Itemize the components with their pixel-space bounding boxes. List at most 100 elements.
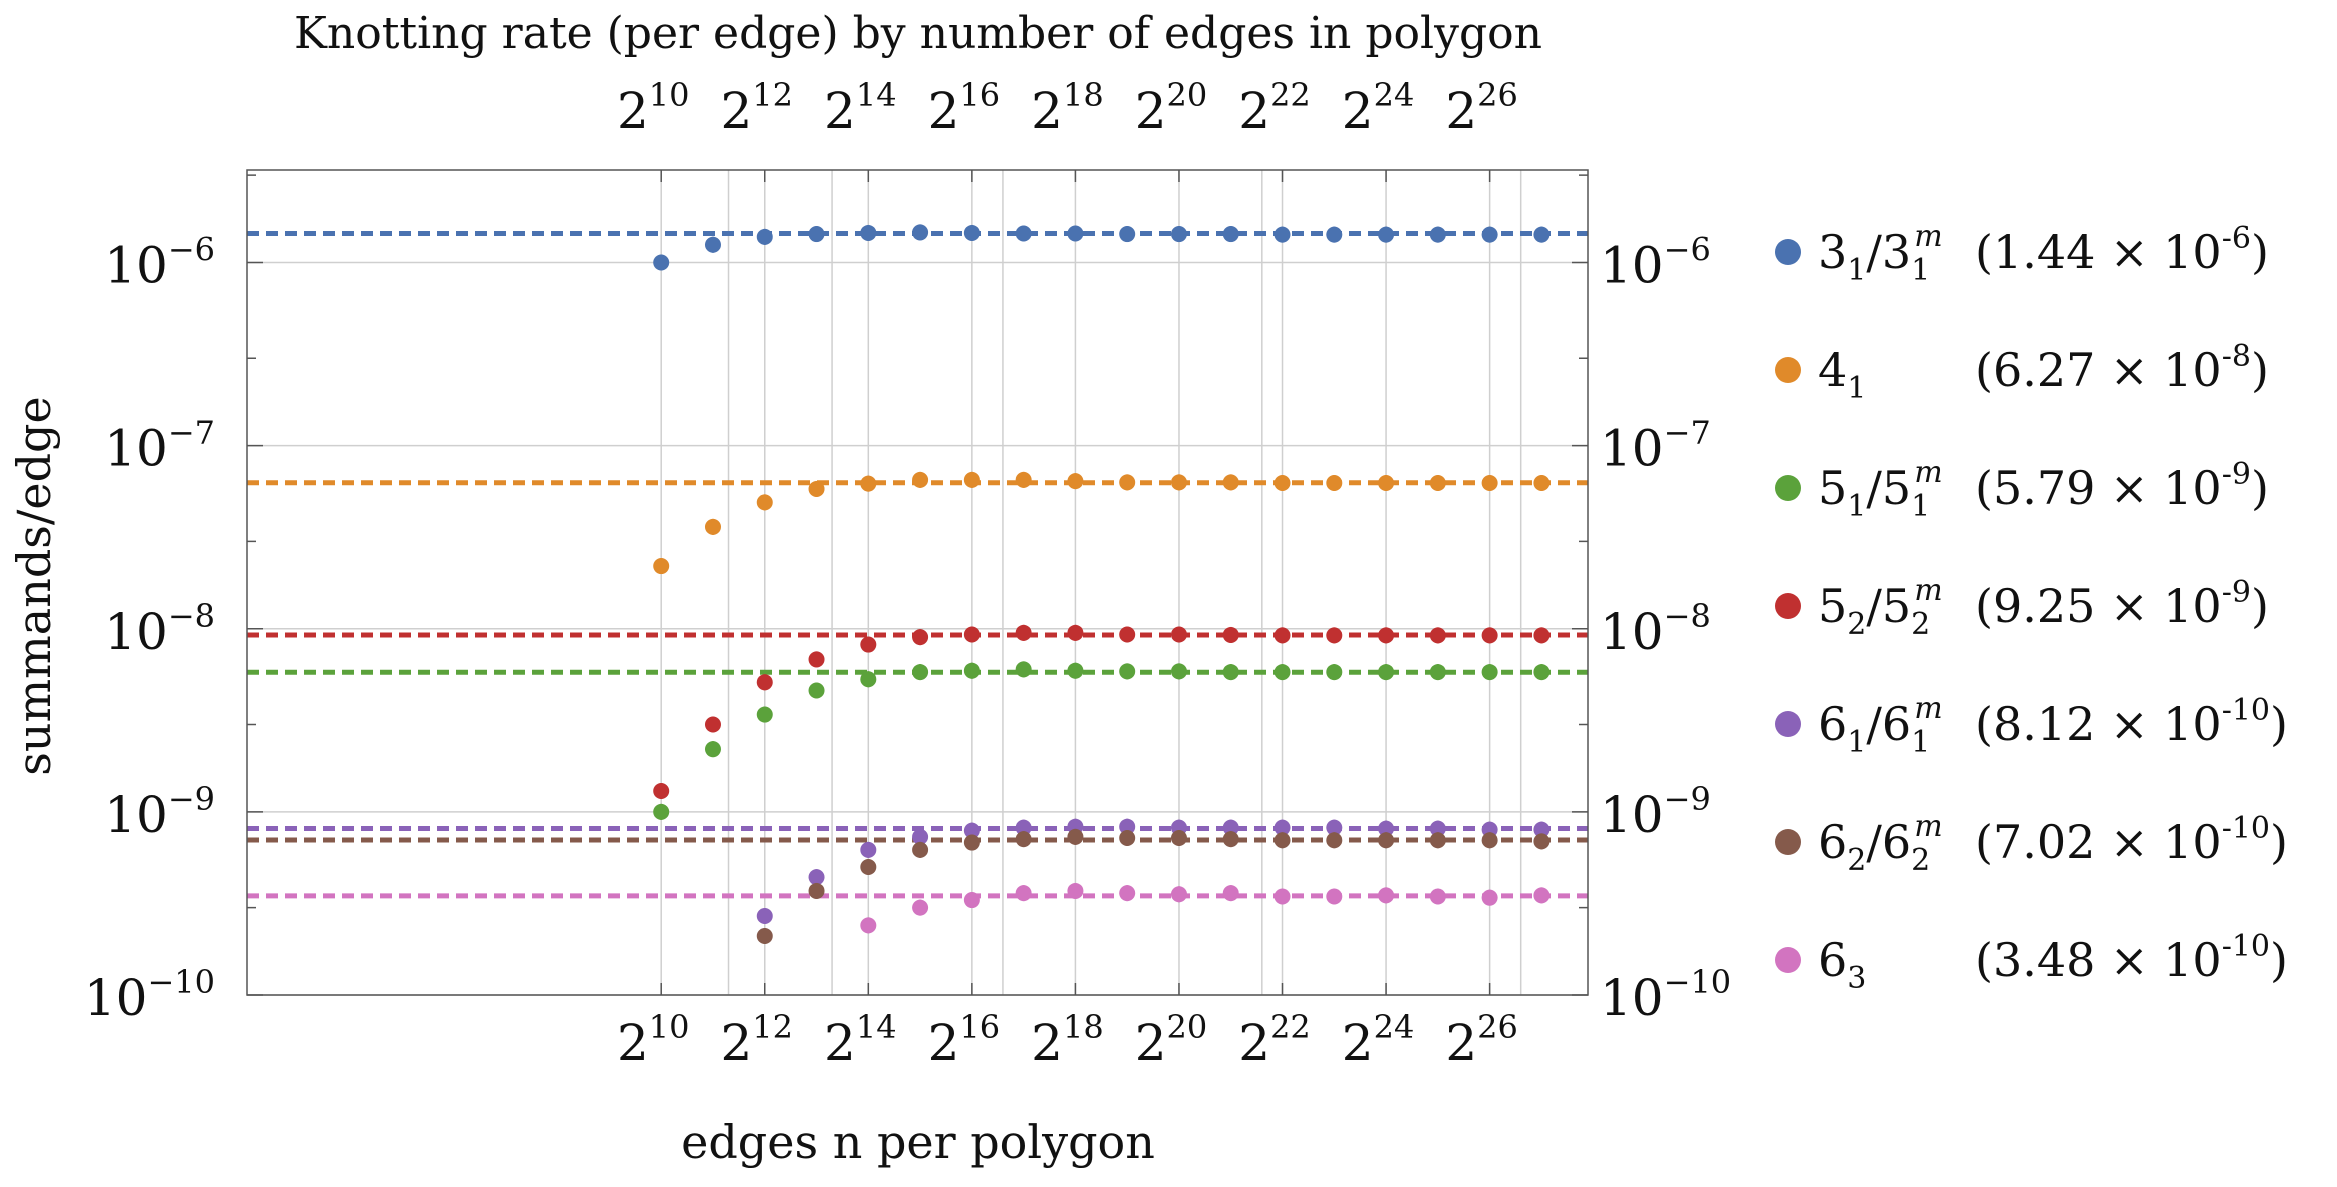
data-point — [860, 671, 877, 688]
data-point — [963, 892, 980, 909]
data-point — [1274, 664, 1291, 681]
legend-knot-part: 2 — [1847, 607, 1866, 642]
legend-rate-label: (8.12 × 10-10) — [1975, 693, 2288, 751]
data-point — [963, 822, 980, 839]
data-point — [1067, 828, 1084, 845]
legend-marker — [1775, 475, 1801, 501]
legend-knot-part: 3 — [1882, 225, 1911, 279]
x-tick-label-bottom-exponent: 14 — [856, 1008, 897, 1046]
legend-rate-label: (1.44 × 10-6) — [1975, 221, 2269, 279]
y-tick-label-left-base: 10 — [104, 420, 168, 478]
data-point — [756, 674, 773, 691]
x-tick-label-bottom: 220 — [1135, 1008, 1208, 1072]
fit-lines — [247, 231, 1588, 899]
y-tick-label-left-base: 10 — [104, 603, 168, 661]
x-tick-label-bottom-base: 2 — [1342, 1014, 1374, 1072]
legend-rate-label: (6.27 × 10-8) — [1975, 339, 2269, 397]
data-point — [1274, 226, 1291, 243]
data-point — [1378, 627, 1395, 644]
x-tick-label-bottom-base: 2 — [1238, 1014, 1270, 1072]
x-tick-label-top-exponent: 14 — [856, 76, 897, 114]
legend-knot-part: 1 — [1847, 489, 1866, 524]
legend-knot-part: / — [1866, 815, 1882, 869]
x-tick-label-top-exponent: 18 — [1063, 76, 1104, 114]
grid-lines — [247, 170, 1588, 996]
data-point — [1222, 885, 1239, 902]
y-tick-label-right: 10−6 — [1600, 231, 1711, 295]
data-point — [808, 226, 825, 243]
data-point — [653, 803, 670, 820]
data-point — [1481, 664, 1498, 681]
legend-marker — [1775, 357, 1801, 383]
data-point — [704, 518, 721, 535]
data-point — [1326, 226, 1343, 243]
y-tick-label-right-base: 10 — [1600, 237, 1664, 295]
data-point — [653, 783, 670, 800]
x-tick-label-bottom-exponent: 10 — [649, 1008, 690, 1046]
x-tick-label-top-base: 2 — [1238, 82, 1270, 140]
legend-knot-part: 6 — [1882, 815, 1911, 869]
x-tick-label-top-exponent: 16 — [959, 76, 1000, 114]
x-tick-label-top: 220 — [1135, 76, 1208, 140]
legend-knot-part: 3 — [1847, 961, 1866, 996]
data-point — [860, 636, 877, 653]
y-tick-label-right: 10−9 — [1600, 780, 1711, 844]
legend-rate-label: (5.79 × 10-9) — [1975, 457, 2269, 515]
data-point — [860, 859, 877, 876]
y-tick-label-right-base: 10 — [1600, 969, 1664, 1027]
legend-knot-label: 51/51m — [1818, 455, 1943, 524]
legend-rate-close: ) — [2251, 343, 2269, 397]
data-point — [1170, 663, 1187, 680]
legend-marker — [1775, 239, 1801, 265]
data-point — [1015, 819, 1032, 836]
data-point — [1533, 475, 1550, 492]
data-point — [1170, 226, 1187, 243]
legend-knot-part: / — [1866, 697, 1882, 751]
legend-knot-label: 41 — [1818, 343, 1866, 406]
legend-rate-exponent: -9 — [2222, 457, 2251, 492]
data-point — [963, 834, 980, 851]
data-point — [1429, 627, 1446, 644]
data-point — [1274, 475, 1291, 492]
legend-knot-part: 2 — [1911, 843, 1930, 878]
legend-knot-part: / — [1866, 461, 1882, 515]
y-tick-label-left: 10−8 — [104, 597, 215, 661]
data-point — [1274, 627, 1291, 644]
data-point — [1533, 821, 1550, 838]
x-tick-label-top-exponent: 10 — [649, 76, 690, 114]
data-point — [1015, 225, 1032, 242]
y-tick-label-right-exponent: −9 — [1664, 780, 1711, 818]
legend-rate-exponent: -10 — [2222, 811, 2270, 846]
y-tick-label-right-base: 10 — [1600, 420, 1664, 478]
legend-rate-exponent: -10 — [2222, 929, 2270, 964]
data-point — [756, 706, 773, 723]
legend-knot-part: 1 — [1911, 489, 1930, 524]
y-tick-label-right: 10−10 — [1600, 963, 1731, 1027]
data-point — [860, 917, 877, 934]
x-tick-label-top-exponent: 24 — [1374, 76, 1415, 114]
legend-knot-label: 52/52m — [1818, 573, 1943, 642]
data-point — [808, 682, 825, 699]
legend-rate-mantissa: (9.25 × 10 — [1975, 579, 2222, 633]
data-point — [1429, 475, 1446, 492]
data-point — [963, 662, 980, 679]
legend-knot-part: m — [1914, 691, 1942, 726]
legend-knot-part: 1 — [1847, 725, 1866, 760]
x-tick-label-top-base: 2 — [617, 82, 649, 140]
data-point — [912, 828, 929, 845]
legend-knot-part: 4 — [1818, 343, 1847, 397]
legend-rate-mantissa: (7.02 × 10 — [1975, 815, 2222, 869]
data-point — [1378, 475, 1395, 492]
x-tick-label-bottom-exponent: 20 — [1167, 1008, 1208, 1046]
legend-knot-part: 5 — [1818, 579, 1847, 633]
legend-knot-label: 62/62m — [1818, 809, 1943, 878]
data-point — [756, 927, 773, 944]
legend-rate-close: ) — [2251, 579, 2269, 633]
legend-rate-mantissa: (1.44 × 10 — [1975, 225, 2222, 279]
x-tick-label-bottom-exponent: 18 — [1063, 1008, 1104, 1046]
data-point — [1274, 832, 1291, 849]
data-point — [1274, 819, 1291, 836]
data-point — [1326, 888, 1343, 905]
data-point — [912, 841, 929, 858]
